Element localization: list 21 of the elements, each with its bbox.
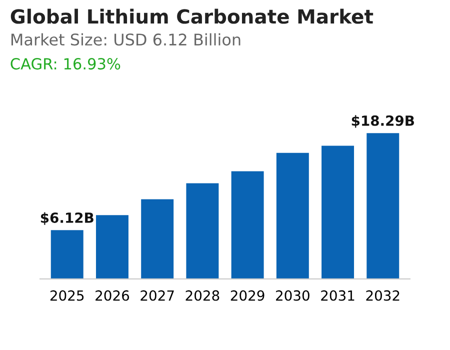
x-tick-label: 2026: [96, 290, 130, 301]
bar: [96, 215, 128, 279]
x-tick-label: 2029: [230, 290, 264, 301]
bar: [186, 183, 219, 279]
x-tick-label: 2025: [50, 290, 84, 301]
data-label: $6.12B: [40, 212, 94, 225]
bar: [231, 171, 264, 279]
x-tick-label: 2031: [321, 290, 354, 301]
bar: [50, 230, 84, 279]
bar: [366, 133, 400, 279]
chart-title: Global Lithium Carbonate Market: [10, 8, 374, 24]
x-tick-label: 2032: [366, 290, 400, 301]
x-tick-label: 2028: [186, 290, 220, 301]
x-tick-label: 2030: [276, 290, 310, 301]
data-label: $18.29B: [352, 115, 414, 128]
bar: [141, 199, 174, 279]
x-tick-label: 2027: [140, 290, 174, 301]
text: CAGR: 16.93%: [10, 58, 120, 70]
bar: [322, 146, 354, 279]
bar: [276, 152, 309, 279]
chart-subtitle: Market Size: USD 6.12 Billion: [11, 33, 240, 46]
